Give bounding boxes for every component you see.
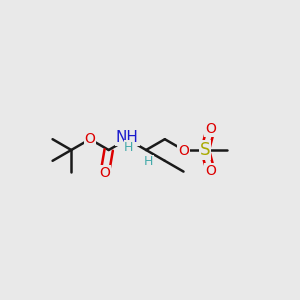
- Text: O: O: [178, 144, 189, 158]
- Text: S: S: [200, 141, 210, 159]
- Text: H: H: [124, 141, 134, 154]
- Text: O: O: [99, 166, 110, 180]
- Text: H: H: [144, 155, 153, 168]
- Text: NH: NH: [116, 130, 139, 145]
- Text: O: O: [205, 164, 216, 178]
- Text: O: O: [205, 122, 216, 136]
- Text: O: O: [85, 132, 95, 146]
